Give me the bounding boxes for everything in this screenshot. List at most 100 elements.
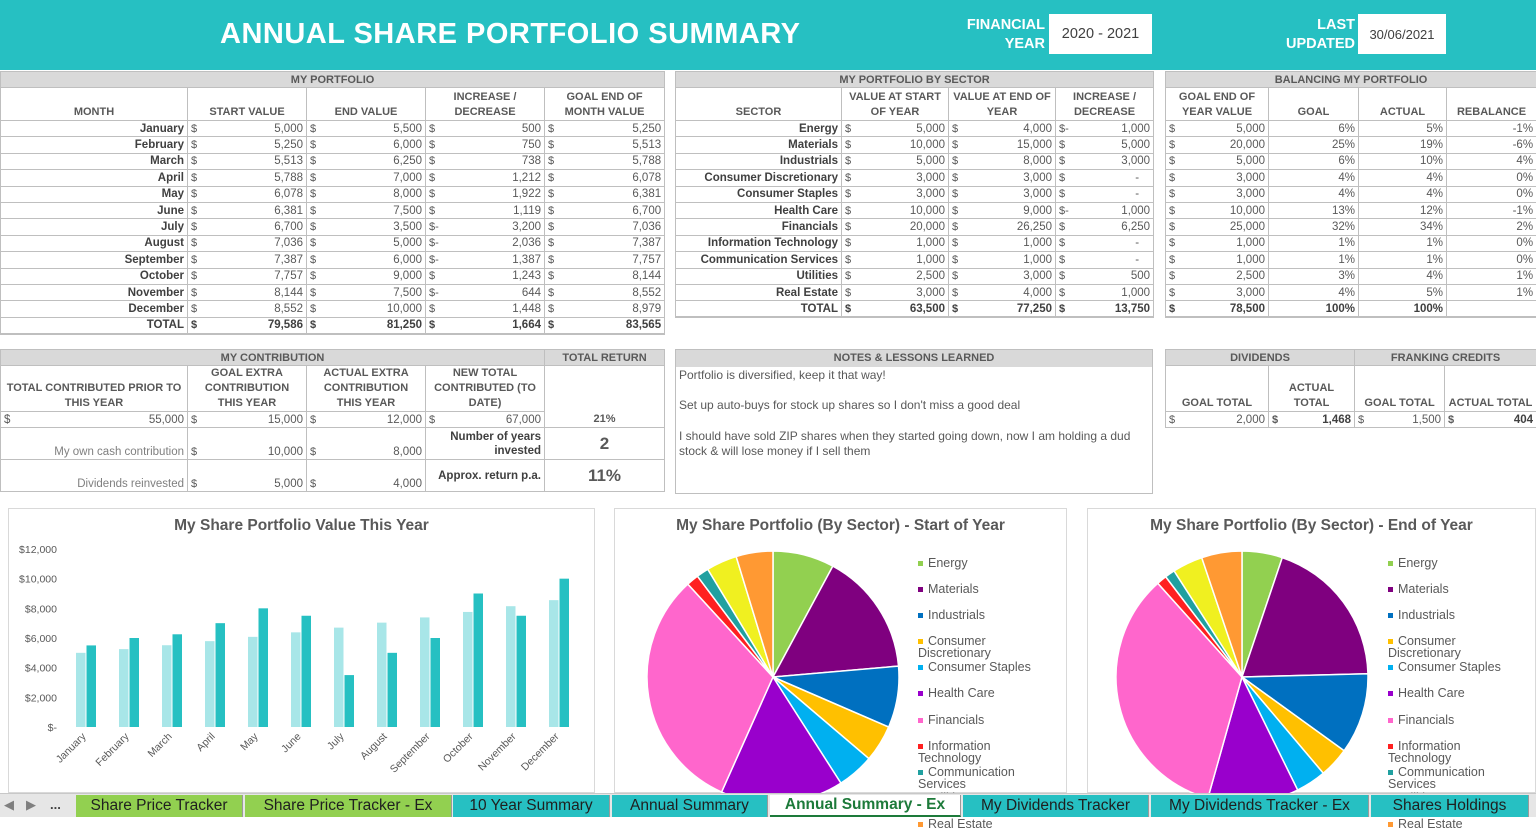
sector-start-cell[interactable]: 3,000 — [855, 284, 949, 300]
end-value-bar[interactable] — [130, 638, 140, 727]
end-value-cell[interactable]: 10,000 — [320, 301, 426, 317]
end-value-bar[interactable] — [560, 579, 570, 727]
end-value-cell[interactable]: 7,500 — [320, 284, 426, 300]
end-value-cell[interactable]: 7,500 — [320, 202, 426, 218]
start-value-cell[interactable]: 6,700 — [201, 219, 307, 235]
tab-scroll-right-icon[interactable]: ▶ — [26, 797, 36, 813]
start-value-bar[interactable] — [420, 617, 430, 727]
goal-end-year-cell[interactable]: 5,000 — [1179, 121, 1269, 137]
div-goal-total-value[interactable]: 2,000 — [1179, 412, 1269, 428]
start-value-cell[interactable]: 6,078 — [201, 186, 307, 202]
bar-chart-panel[interactable]: My Share Portfolio Value This Year $-$2,… — [8, 508, 595, 793]
start-value-cell[interactable]: 7,036 — [201, 235, 307, 251]
sector-start-cell[interactable]: 10,000 — [855, 137, 949, 153]
sector-end-cell[interactable]: 3,000 — [962, 186, 1056, 202]
sector-start-cell[interactable]: 20,000 — [855, 219, 949, 235]
last-updated-field[interactable]: 30/06/2021 — [1358, 14, 1446, 54]
tab-scroll-left-icon[interactable]: ◀ — [4, 797, 14, 813]
start-value-bar[interactable] — [205, 641, 215, 727]
tab-more-button[interactable]: ... — [50, 797, 61, 812]
goal-end-year-cell[interactable]: 25,000 — [1179, 219, 1269, 235]
sector-end-cell[interactable]: 4,000 — [962, 284, 1056, 300]
sector-end-cell[interactable]: 3,000 — [962, 268, 1056, 284]
end-value-cell[interactable]: 8,000 — [320, 186, 426, 202]
approx-return-value[interactable]: 11% — [545, 460, 665, 492]
sector-end-cell[interactable]: 4,000 — [962, 121, 1056, 137]
start-value-cell[interactable]: 5,000 — [201, 121, 307, 137]
goal-end-year-cell[interactable]: 3,000 — [1179, 170, 1269, 186]
start-value-bar[interactable] — [549, 600, 559, 727]
sector-end-cell[interactable]: 1,000 — [962, 235, 1056, 251]
div-actual-value[interactable]: 4,000 — [320, 460, 426, 492]
end-value-cell[interactable]: 6,250 — [320, 153, 426, 169]
start-value-bar[interactable] — [248, 637, 258, 727]
end-value-bar[interactable] — [517, 616, 527, 727]
total-return-value[interactable]: 21% — [545, 366, 665, 428]
end-value-bar[interactable] — [87, 645, 97, 727]
goal-end-year-cell[interactable]: 1,000 — [1179, 235, 1269, 251]
start-value-bar[interactable] — [463, 612, 473, 727]
sector-start-cell[interactable]: 1,000 — [855, 252, 949, 268]
end-value-cell[interactable]: 6,000 — [320, 137, 426, 153]
goal-end-year-cell[interactable]: 10,000 — [1179, 202, 1269, 218]
sheet-tab[interactable]: 10 Year Summary — [453, 795, 610, 817]
start-value-cell[interactable]: 8,552 — [201, 301, 307, 317]
goal-end-year-cell[interactable]: 3,000 — [1179, 186, 1269, 202]
sheet-tab[interactable]: Share Price Tracker — [76, 795, 243, 817]
sheet-tab[interactable]: Shares Holdings — [1371, 795, 1529, 817]
notes-panel[interactable]: NOTES & LESSONS LEARNED Portfolio is div… — [675, 349, 1153, 494]
end-value-cell[interactable]: 5,000 — [320, 235, 426, 251]
start-value-bar[interactable] — [291, 632, 301, 727]
sheet-tab[interactable]: Annual Summary - Ex — [770, 795, 961, 817]
start-value-bar[interactable] — [334, 628, 344, 727]
start-value-bar[interactable] — [119, 649, 129, 727]
start-value-cell[interactable]: 5,513 — [201, 153, 307, 169]
goal-extra-value[interactable]: 15,000 — [201, 412, 307, 428]
sector-end-cell[interactable]: 26,250 — [962, 219, 1056, 235]
start-value-bar[interactable] — [506, 606, 516, 727]
sector-end-cell[interactable]: 9,000 — [962, 202, 1056, 218]
end-value-bar[interactable] — [302, 616, 312, 727]
frank-goal-total-value[interactable]: 1,500 — [1368, 412, 1445, 428]
end-value-cell[interactable]: 5,500 — [320, 121, 426, 137]
sector-end-cell[interactable]: 15,000 — [962, 137, 1056, 153]
div-goal-value[interactable]: 5,000 — [201, 460, 307, 492]
goal-end-year-cell[interactable]: 5,000 — [1179, 153, 1269, 169]
end-value-bar[interactable] — [388, 653, 398, 727]
sector-start-cell[interactable]: 1,000 — [855, 235, 949, 251]
goal-end-year-cell[interactable]: 3,000 — [1179, 284, 1269, 300]
pie-start-panel[interactable]: My Share Portfolio (By Sector) - Start o… — [614, 508, 1067, 793]
goal-end-year-cell[interactable]: 1,000 — [1179, 252, 1269, 268]
sheet-tab[interactable]: My Dividends Tracker - Ex — [1151, 795, 1369, 817]
end-value-cell[interactable]: 3,500 — [320, 219, 426, 235]
start-value-cell[interactable]: 8,144 — [201, 284, 307, 300]
own-goal-value[interactable]: 10,000 — [201, 428, 307, 460]
start-value-cell[interactable]: 5,250 — [201, 137, 307, 153]
end-value-bar[interactable] — [259, 608, 269, 727]
new-total-value[interactable]: 67,000 — [439, 412, 545, 428]
start-value-bar[interactable] — [377, 623, 387, 727]
end-value-bar[interactable] — [216, 623, 226, 727]
div-actual-total-value[interactable]: 1,468 — [1282, 412, 1355, 428]
own-actual-value[interactable]: 8,000 — [320, 428, 426, 460]
start-value-cell[interactable]: 6,381 — [201, 202, 307, 218]
sector-start-cell[interactable]: 5,000 — [855, 153, 949, 169]
end-value-bar[interactable] — [474, 594, 484, 728]
goal-end-year-cell[interactable]: 2,500 — [1179, 268, 1269, 284]
actual-extra-value[interactable]: 12,000 — [320, 412, 426, 428]
sector-start-cell[interactable]: 2,500 — [855, 268, 949, 284]
sector-end-cell[interactable]: 8,000 — [962, 153, 1056, 169]
end-value-bar[interactable] — [173, 634, 183, 727]
pie-end-panel[interactable]: My Share Portfolio (By Sector) - End of … — [1087, 508, 1536, 793]
end-value-bar[interactable] — [345, 675, 355, 727]
sector-start-cell[interactable]: 5,000 — [855, 121, 949, 137]
prior-value-row[interactable]: $55,000 — [1, 412, 188, 428]
sector-end-cell[interactable]: 3,000 — [962, 170, 1056, 186]
start-value-cell[interactable]: 7,387 — [201, 252, 307, 268]
sector-start-cell[interactable]: 3,000 — [855, 170, 949, 186]
start-value-cell[interactable]: 5,788 — [201, 170, 307, 186]
start-value-bar[interactable] — [162, 645, 172, 727]
frank-actual-total-value[interactable]: 404 — [1458, 412, 1536, 428]
end-value-cell[interactable]: 9,000 — [320, 268, 426, 284]
sector-start-cell[interactable]: 3,000 — [855, 186, 949, 202]
